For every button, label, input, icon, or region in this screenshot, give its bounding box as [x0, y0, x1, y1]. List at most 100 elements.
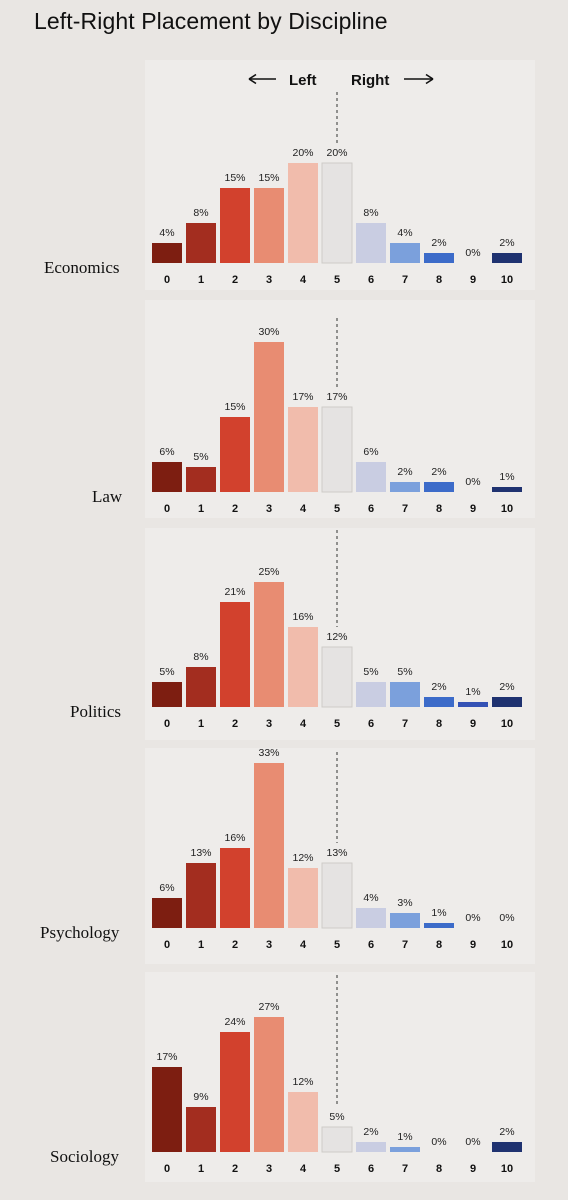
bar-economics-8 [424, 253, 454, 263]
bar-value-label: 2% [431, 681, 446, 693]
bar-politics-9 [458, 702, 488, 707]
bar-value-label: 5% [397, 666, 412, 678]
x-tick-label: 8 [436, 939, 442, 951]
bar-value-label: 16% [292, 611, 313, 623]
bar-economics-0 [152, 243, 182, 263]
x-tick-label: 4 [300, 939, 307, 951]
discipline-label: Psychology [40, 923, 120, 942]
bar-sociology-5 [321, 1126, 353, 1153]
bar-value-label: 17% [326, 391, 347, 403]
x-tick-label: 5 [334, 503, 340, 515]
bar-sociology-6 [356, 1142, 386, 1152]
bar-value-label: 2% [397, 466, 412, 478]
bar-value-label: 16% [224, 832, 245, 844]
x-tick-label: 7 [402, 718, 408, 730]
x-tick-label: 5 [334, 274, 340, 286]
bar-value-label: 2% [431, 237, 446, 249]
bar-value-label: 27% [258, 1001, 279, 1013]
x-tick-label: 0 [164, 718, 170, 730]
bar-sociology-3 [254, 1017, 284, 1152]
x-tick-label: 2 [232, 1163, 238, 1175]
right-arrow-head-icon [425, 73, 434, 85]
bar-value-label: 4% [397, 227, 412, 239]
x-tick-label: 7 [402, 503, 408, 515]
bar-psychology-5 [321, 862, 353, 929]
x-tick-label: 7 [402, 274, 408, 286]
bar-value-label: 2% [499, 237, 514, 249]
bar-economics-6 [356, 223, 386, 263]
bar-psychology-4 [288, 868, 318, 928]
x-tick-label: 1 [198, 718, 204, 730]
x-tick-label: 10 [501, 274, 513, 286]
bar-politics-3 [254, 582, 284, 707]
bar-value-label: 6% [363, 446, 378, 458]
x-tick-label: 7 [402, 1163, 408, 1175]
bar-value-label: 4% [159, 227, 174, 239]
x-tick-label: 9 [470, 503, 476, 515]
x-tick-label: 7 [402, 939, 408, 951]
bar-value-label: 6% [159, 882, 174, 894]
bar-value-label: 25% [258, 566, 279, 578]
x-tick-label: 4 [300, 503, 307, 515]
x-tick-label: 5 [334, 939, 340, 951]
x-tick-label: 10 [501, 1163, 513, 1175]
bar-value-label: 5% [159, 666, 174, 678]
bar-psychology-6 [356, 908, 386, 928]
bar-economics-3 [254, 188, 284, 263]
bar-law-1 [186, 467, 216, 492]
bar-economics-7 [390, 243, 420, 263]
left-direction-label: Left [289, 72, 317, 89]
discipline-label: Law [92, 487, 123, 506]
bar-politics-6 [356, 682, 386, 707]
x-tick-label: 5 [334, 718, 340, 730]
bar-value-label: 0% [431, 1136, 446, 1148]
bar-value-label: 20% [292, 147, 313, 159]
x-tick-label: 1 [198, 939, 204, 951]
bar-politics-2 [220, 602, 250, 707]
bar-value-label: 1% [465, 686, 480, 698]
x-tick-label: 1 [198, 1163, 204, 1175]
bar-law-8 [424, 482, 454, 492]
bar-value-label: 1% [431, 907, 446, 919]
chart-title: Left-Right Placement by Discipline [34, 8, 388, 34]
x-tick-label: 4 [300, 718, 307, 730]
bar-value-label: 0% [465, 247, 480, 259]
bar-value-label: 5% [329, 1111, 344, 1123]
x-tick-label: 1 [198, 274, 204, 286]
bar-value-label: 17% [292, 391, 313, 403]
bar-politics-4 [288, 627, 318, 707]
x-tick-label: 10 [501, 939, 513, 951]
x-tick-label: 10 [501, 503, 513, 515]
left-arrow-head-icon [248, 73, 257, 85]
bar-value-label: 2% [499, 1126, 514, 1138]
bar-psychology-2 [220, 848, 250, 928]
x-tick-label: 9 [470, 1163, 476, 1175]
x-tick-label: 0 [164, 939, 170, 951]
bar-value-label: 24% [224, 1016, 245, 1028]
bar-law-6 [356, 462, 386, 492]
x-tick-label: 5 [334, 1163, 340, 1175]
bar-value-label: 8% [193, 651, 208, 663]
bar-value-label: 33% [258, 747, 279, 759]
bar-value-label: 21% [224, 586, 245, 598]
x-tick-label: 3 [266, 274, 272, 286]
x-tick-label: 2 [232, 718, 238, 730]
x-tick-label: 6 [368, 1163, 374, 1175]
x-tick-label: 9 [470, 718, 476, 730]
bar-sociology-10 [492, 1142, 522, 1152]
bar-psychology-7 [390, 913, 420, 928]
bar-politics-8 [424, 697, 454, 707]
x-tick-label: 6 [368, 503, 374, 515]
discipline-label: Economics [44, 258, 120, 277]
bar-value-label: 5% [363, 666, 378, 678]
x-tick-label: 0 [164, 274, 170, 286]
x-tick-label: 0 [164, 503, 170, 515]
x-tick-label: 3 [266, 939, 272, 951]
bar-psychology-3 [254, 763, 284, 928]
x-tick-label: 4 [300, 274, 307, 286]
bar-law-3 [254, 342, 284, 492]
bar-value-label: 30% [258, 326, 279, 338]
bar-value-label: 2% [499, 681, 514, 693]
bar-sociology-4 [288, 1092, 318, 1152]
bar-value-label: 8% [363, 207, 378, 219]
